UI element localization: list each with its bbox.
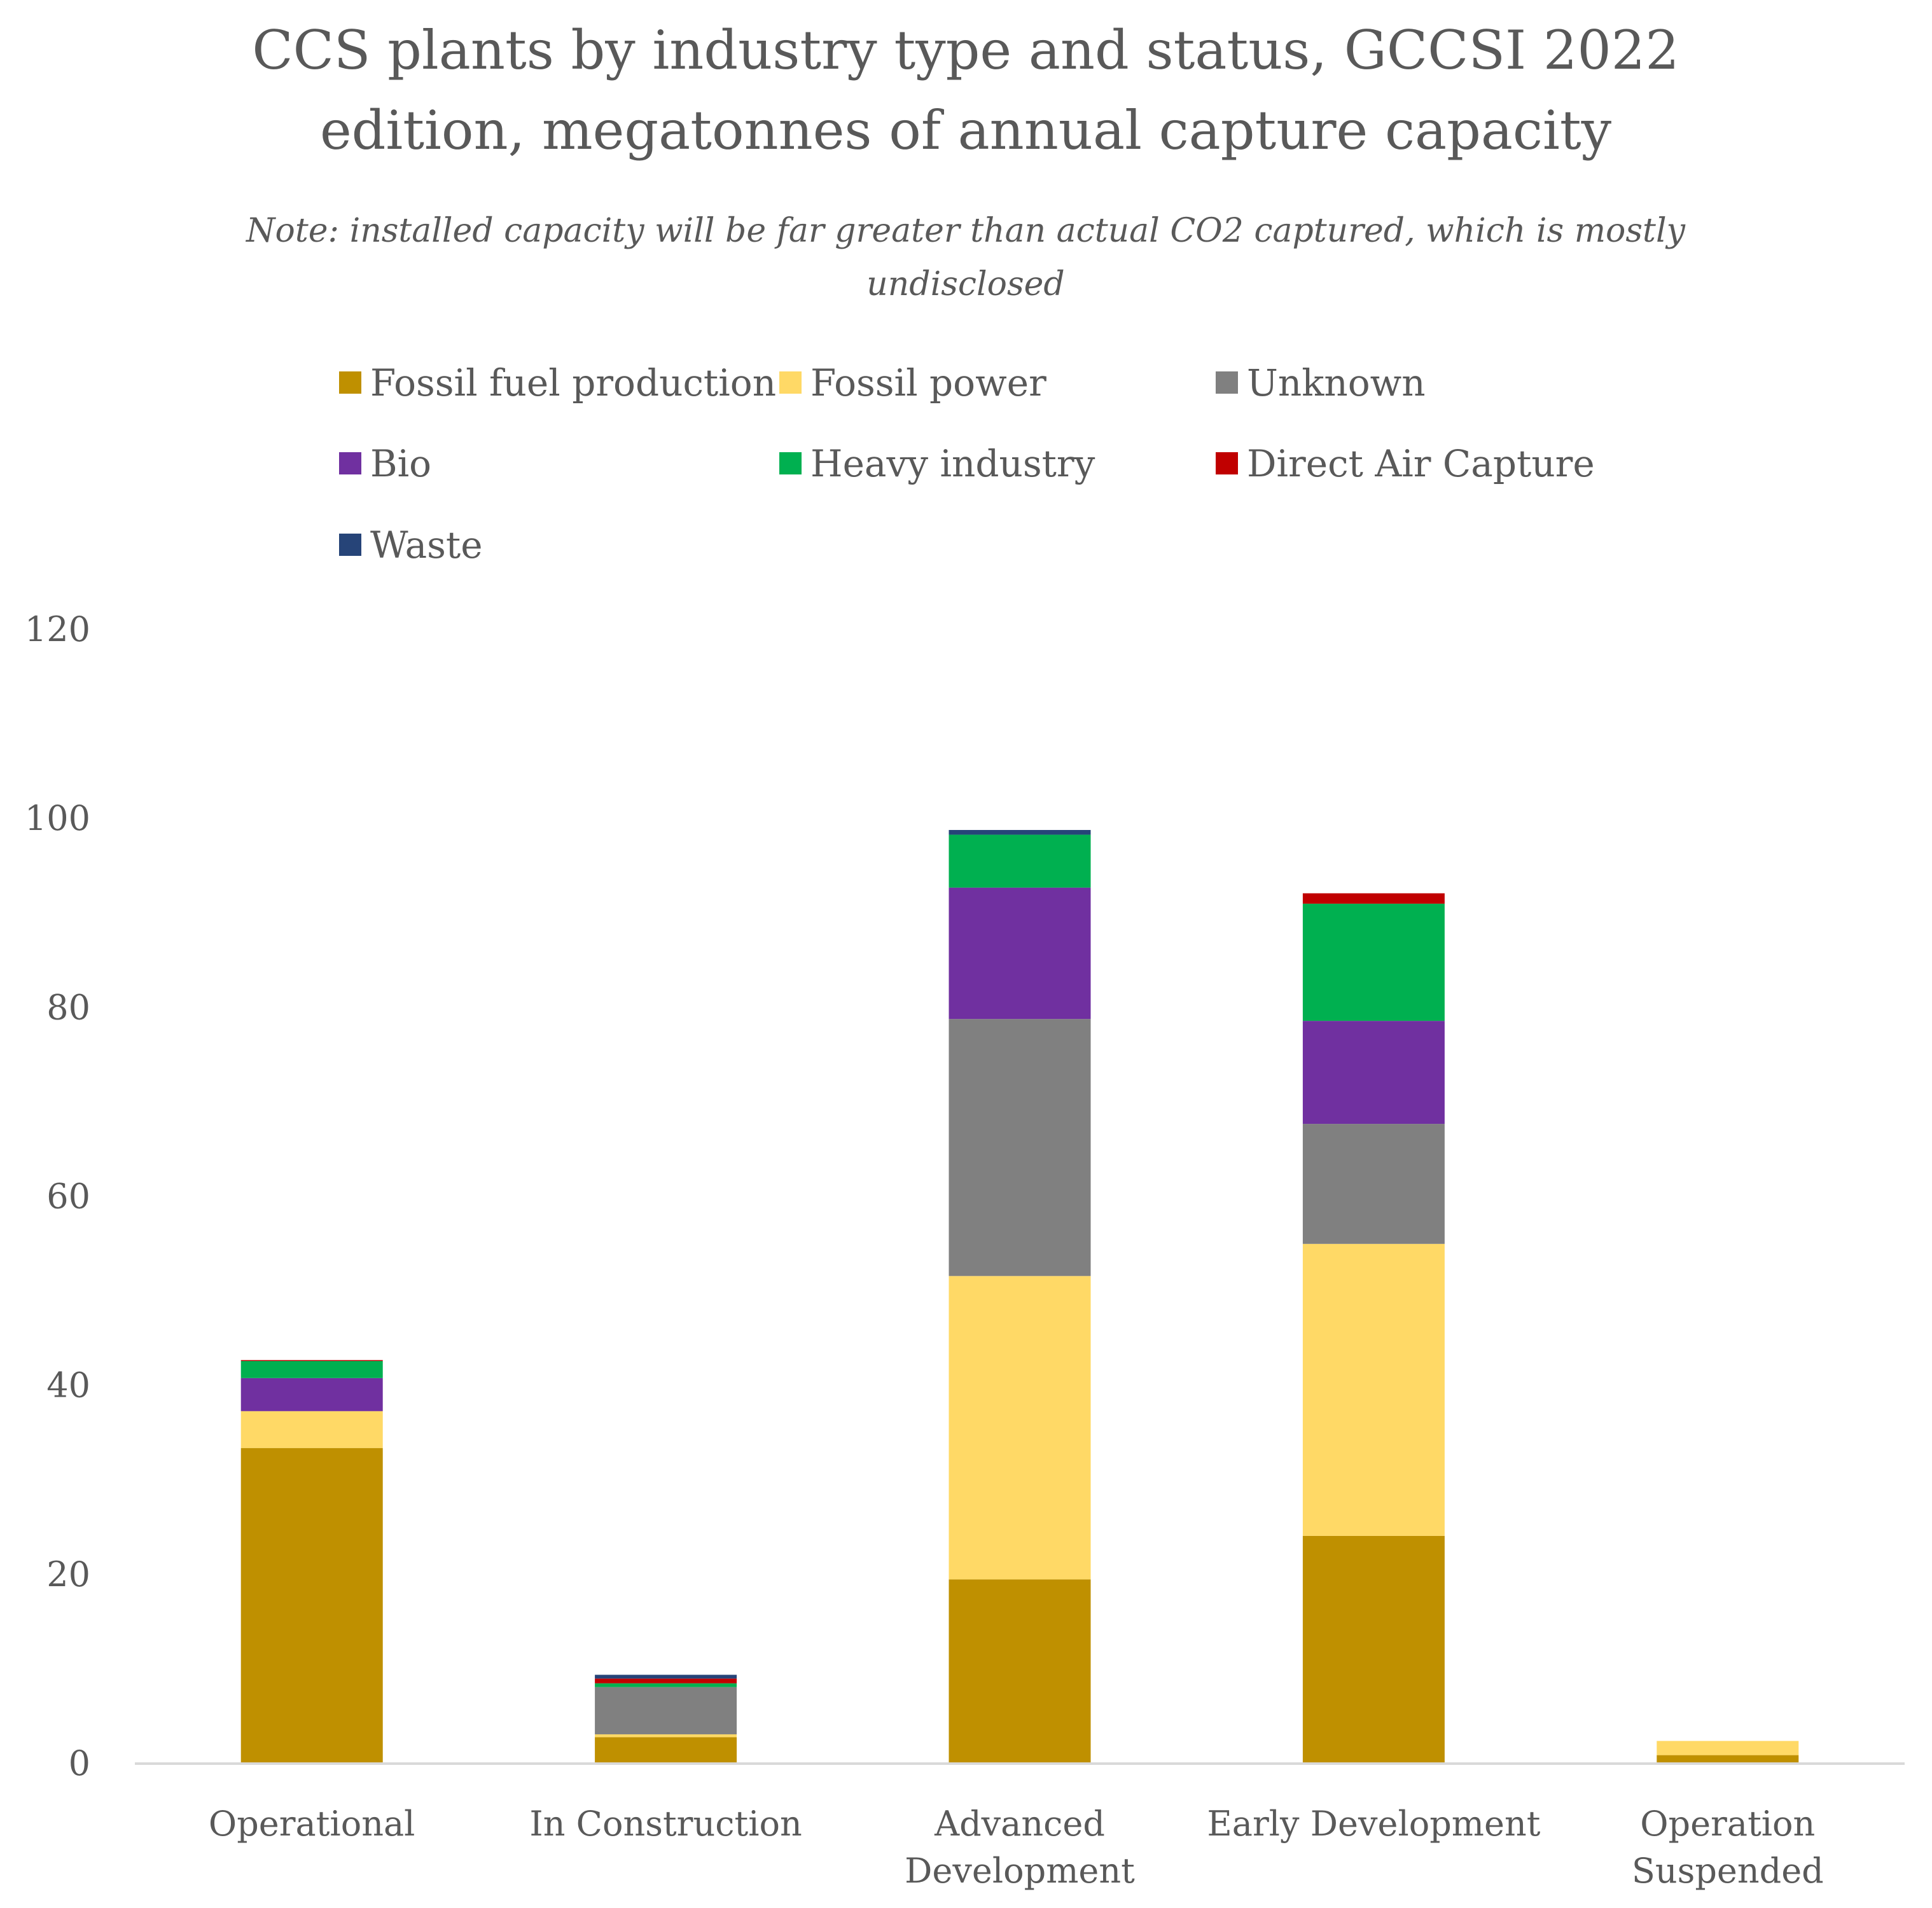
chart-subtitle: undisclosed: [866, 265, 1064, 303]
legend-item: Direct Air Capture: [1216, 442, 1595, 485]
chart-title: CCS plants by industry type and status, …: [252, 19, 1679, 81]
bar-segment-unknown: [1302, 1124, 1445, 1244]
legend-item: Bio: [339, 442, 431, 485]
legend-swatch: [339, 371, 361, 394]
legend-swatch: [1216, 452, 1238, 474]
legend-label: Unknown: [1247, 361, 1426, 404]
y-tick-label: 0: [69, 1743, 90, 1783]
bar-segment-waste: [595, 1675, 737, 1679]
y-axis: 0 20 40 60 80 100 120: [25, 609, 90, 1783]
x-tick-label: Operation: [1640, 1804, 1815, 1844]
bar-segment-fossil-fuel-production: [949, 1579, 1091, 1764]
bar-segment-fossil-fuel-production: [595, 1737, 737, 1764]
x-tick-label: Advanced: [934, 1804, 1105, 1844]
bar-segment-fossil-power: [595, 1734, 737, 1738]
bar-segment-fossil-power: [1657, 1741, 1799, 1755]
bar-segment-direct-air-capture: [240, 1360, 383, 1362]
chart-title: edition, megatonnes of annual capture ca…: [320, 99, 1612, 162]
bar-segment-fossil-fuel-production: [240, 1448, 383, 1764]
legend-item: Fossil power: [779, 361, 1046, 404]
x-tick-label: Development: [905, 1851, 1135, 1891]
bar-segment-heavy-industry: [595, 1683, 737, 1687]
legend-label: Waste: [370, 523, 483, 567]
chart-subtitle: Note: installed capacity will be far gre…: [245, 212, 1686, 250]
legend-label: Direct Air Capture: [1247, 442, 1595, 485]
legend-label: Fossil power: [810, 361, 1046, 404]
bar-segment-fossil-fuel-production: [1657, 1755, 1799, 1764]
bar-segment-fossil-power: [949, 1276, 1091, 1580]
x-tick-label: Early Development: [1207, 1804, 1540, 1844]
legend-label: Bio: [370, 442, 431, 485]
bar-segment-fossil-power: [1302, 1243, 1445, 1536]
x-axis: Operational In Construction Advanced Develo…: [209, 1804, 1824, 1891]
legend-swatch: [779, 371, 802, 394]
bar-segment-bio: [949, 887, 1091, 1020]
legend-item: Waste: [339, 523, 483, 567]
bar-segment-waste: [949, 829, 1091, 835]
y-tick-label: 100: [25, 798, 90, 838]
legend-item: Fossil fuel production: [339, 361, 776, 404]
legend-swatch: [779, 452, 802, 474]
bar-segment-bio: [1302, 1021, 1445, 1124]
x-tick-label: In Construction: [529, 1804, 802, 1844]
y-tick-label: 60: [46, 1177, 90, 1217]
x-tick-label: Suspended: [1632, 1851, 1824, 1891]
bar-segment-direct-air-capture: [1302, 893, 1445, 904]
bar-segment-heavy-industry: [949, 834, 1091, 888]
legend-swatch: [339, 534, 361, 556]
legend: Fossil fuel production Fossil power Unknow…: [339, 361, 1595, 567]
y-tick-label: 40: [46, 1365, 90, 1406]
legend-item: Unknown: [1216, 361, 1426, 404]
y-tick-label: 20: [46, 1554, 90, 1594]
bars: [240, 829, 1799, 1764]
bar-segment-unknown: [595, 1687, 737, 1734]
legend-swatch: [1216, 371, 1238, 394]
y-tick-label: 80: [46, 987, 90, 1027]
bar-segment-bio: [240, 1378, 383, 1411]
legend-item: Heavy industry: [779, 442, 1095, 485]
bar-segment-direct-air-capture: [595, 1678, 737, 1683]
bar-segment-heavy-industry: [240, 1361, 383, 1378]
bar-segment-heavy-industry: [1302, 903, 1445, 1021]
x-tick-label: Operational: [209, 1804, 415, 1844]
y-tick-label: 120: [25, 609, 90, 649]
legend-label: Fossil fuel production: [370, 361, 776, 404]
bar-segment-unknown: [949, 1019, 1091, 1276]
legend-swatch: [339, 452, 361, 474]
bar-segment-fossil-power: [240, 1411, 383, 1448]
bar-segment-fossil-fuel-production: [1302, 1535, 1445, 1764]
legend-label: Heavy industry: [810, 442, 1095, 485]
